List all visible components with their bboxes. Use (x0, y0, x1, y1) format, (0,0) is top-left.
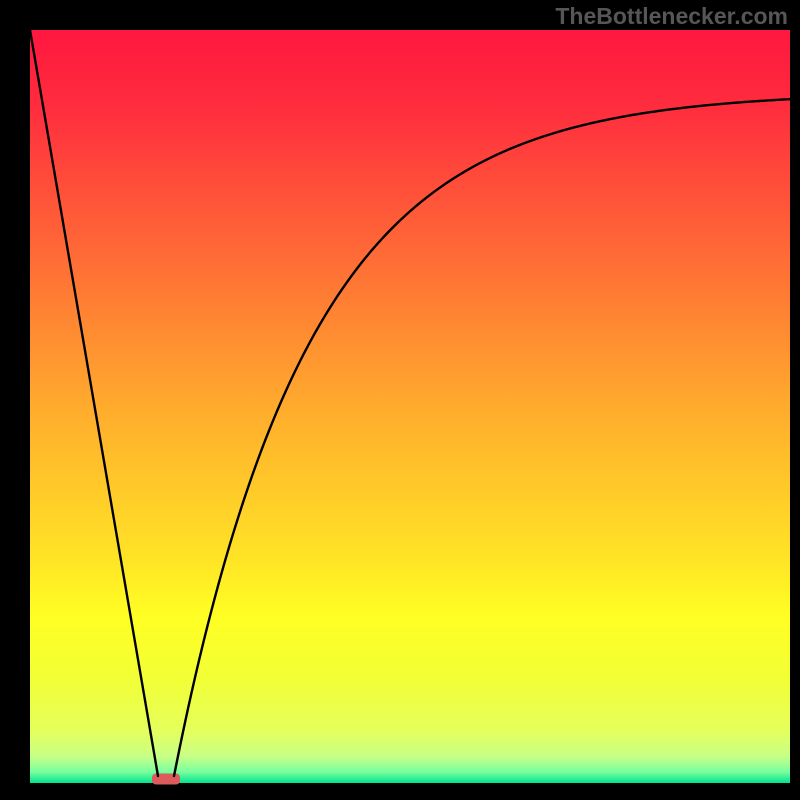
right-curve (174, 99, 790, 776)
valley-marker (152, 774, 180, 785)
watermark-text: TheBottlenecker.com (555, 3, 788, 30)
left-line (30, 30, 158, 776)
chart-container: TheBottlenecker.com (0, 0, 800, 800)
curve-layer (0, 0, 800, 800)
